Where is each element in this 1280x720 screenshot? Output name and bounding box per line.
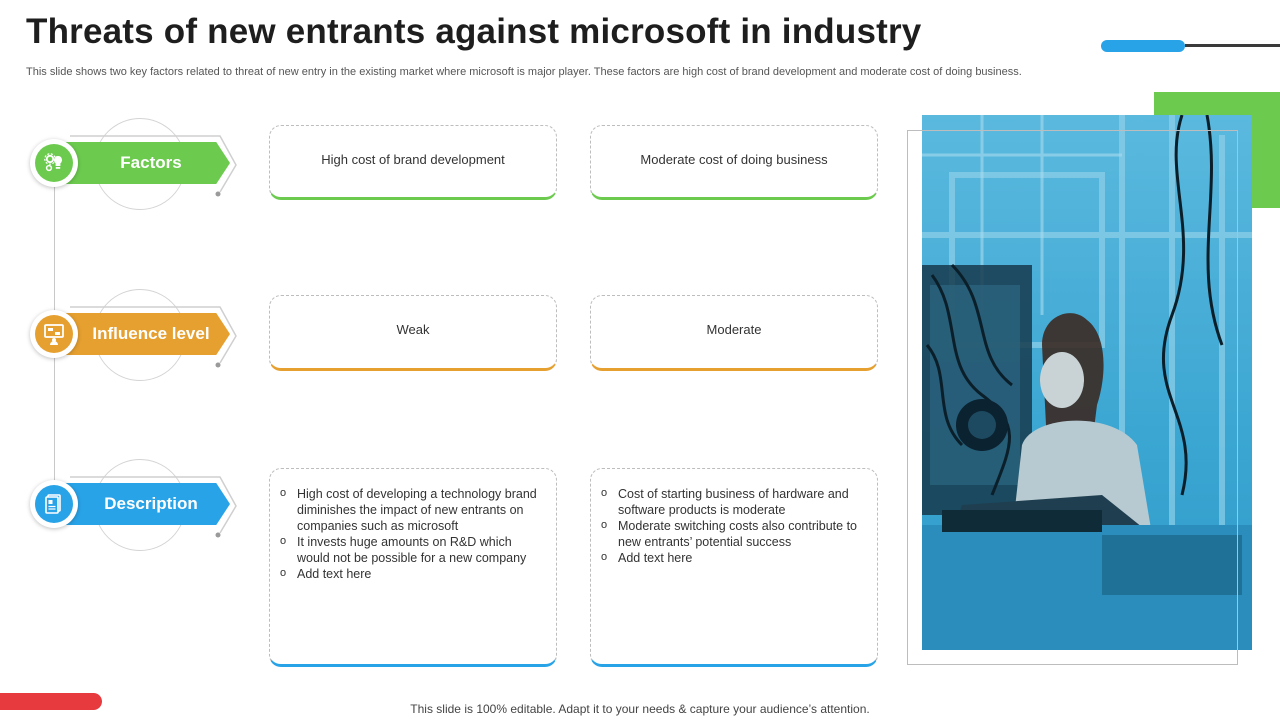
influence-card-text: Moderate (706, 322, 762, 337)
influence-card-text: Weak (396, 322, 430, 337)
list-item: Moderate switching costs also contribute… (601, 517, 867, 550)
list-item: Add text here (280, 565, 546, 582)
documents-icon (45, 494, 61, 514)
influence-card: Moderate (590, 295, 878, 371)
factor-card: High cost of brand development (269, 125, 557, 200)
row-label-factors: Factors (30, 118, 250, 214)
decorative-line (1185, 44, 1280, 47)
description-list: Cost of starting business of hardware an… (601, 485, 867, 566)
description-card: High cost of developing a technology bra… (269, 468, 557, 667)
factors-icon-circle (30, 139, 78, 187)
banner-outline (70, 135, 237, 197)
presentation-board-icon (44, 324, 64, 345)
decorative-blue-pill (1101, 40, 1185, 52)
photo-frame (907, 130, 1238, 665)
row-label-description: Description (30, 459, 250, 555)
factors-banner: Factors (58, 142, 230, 184)
list-item: It invests huge amounts on R&D which wou… (280, 533, 546, 566)
gears-bulb-icon (44, 153, 62, 172)
banner-outline (70, 306, 237, 368)
factor-card-text: Moderate cost of doing business (640, 152, 828, 167)
list-item: Add text here (601, 549, 867, 566)
footer-note: This slide is 100% editable. Adapt it to… (410, 702, 870, 716)
lab-photo (922, 115, 1252, 650)
factor-card: Moderate cost of doing business (590, 125, 878, 200)
influence-icon-circle (30, 310, 78, 358)
row-label-influence: Influence level (30, 289, 250, 385)
description-card: Cost of starting business of hardware an… (590, 468, 878, 667)
banner-outline (70, 476, 237, 538)
description-list: High cost of developing a technology bra… (280, 485, 546, 582)
lab-photo-illustration (922, 115, 1252, 650)
slide-title: Threats of new entrants against microsof… (26, 12, 922, 51)
slide-subtitle: This slide shows two key factors related… (26, 66, 1022, 78)
description-icon-circle (30, 480, 78, 528)
list-item: Cost of starting business of hardware an… (601, 485, 867, 518)
list-item: High cost of developing a technology bra… (280, 485, 546, 534)
influence-level-banner: Influence level (58, 313, 230, 355)
description-banner: Description (58, 483, 230, 525)
factor-card-text: High cost of brand development (321, 152, 505, 167)
influence-card: Weak (269, 295, 557, 371)
decorative-red-pill (0, 693, 102, 710)
